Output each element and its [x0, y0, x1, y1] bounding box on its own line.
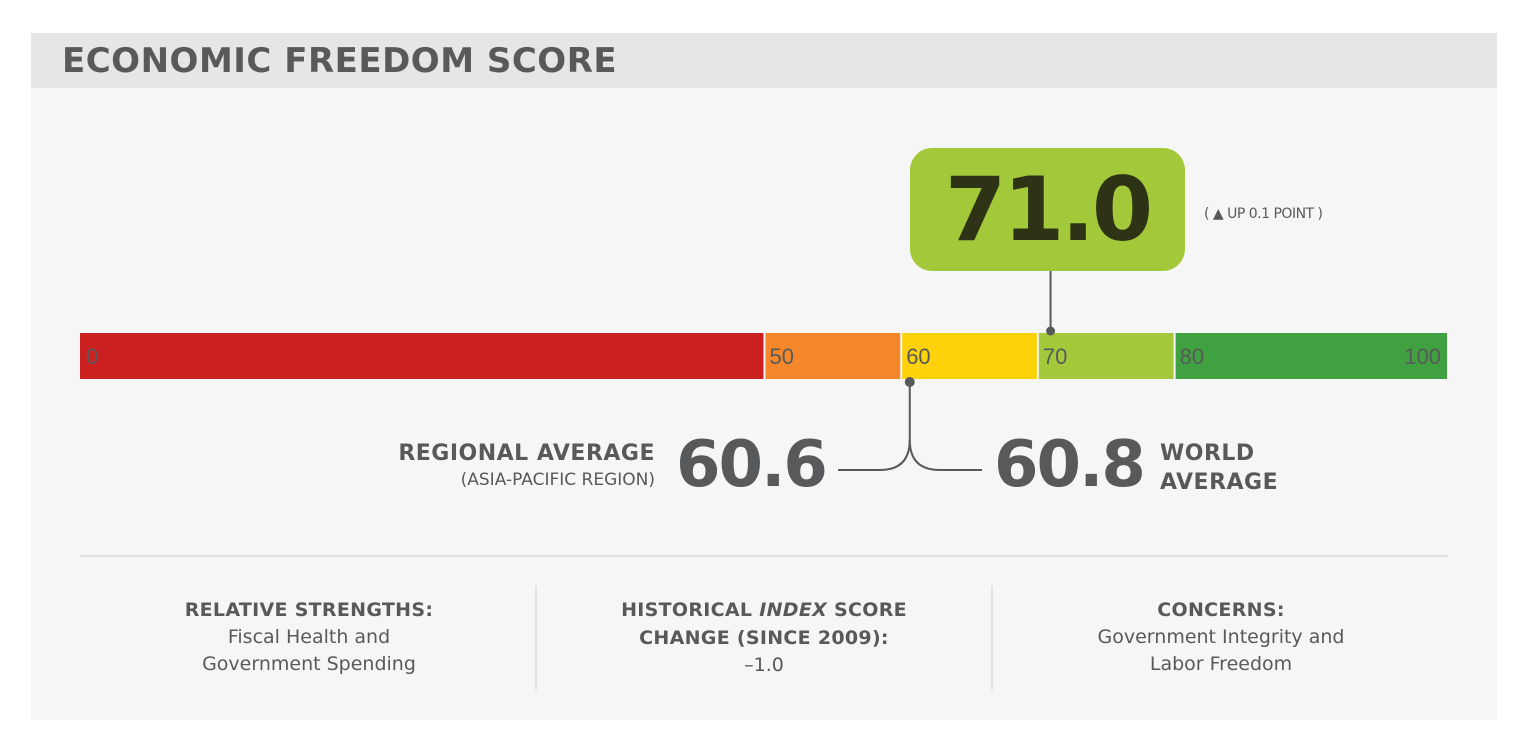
scale-tick-label: 100 — [1404, 344, 1441, 369]
scale-tick-label: 60 — [906, 344, 930, 369]
regional-average-label: REGIONAL AVERAGE — [398, 441, 655, 466]
relative-strengths-section: RELATIVE STRENGTHS: Fiscal Health and Go… — [99, 596, 519, 678]
concerns-heading: CONCERNS: — [1157, 599, 1285, 621]
scale-segment-0-50 — [80, 333, 764, 379]
world-average-label-line2: AVERAGE — [1160, 470, 1279, 495]
historical-change-section: HISTORICAL INDEX SCORE CHANGE (SINCE 200… — [554, 596, 974, 679]
world-average-value: 60.8 — [994, 428, 1146, 502]
relative-strengths-line1: Fiscal Health and — [227, 626, 391, 648]
score-change-note: ( ▲ UP 0.1 POINT ) — [1204, 206, 1323, 222]
historical-heading-italic: INDEX — [759, 599, 828, 621]
relative-strengths-line2: Government Spending — [202, 653, 416, 675]
scale-segment-80-100 — [1175, 333, 1447, 379]
historical-change-heading: HISTORICAL INDEX SCORE — [554, 596, 974, 624]
historical-change-heading-line2: CHANGE (SINCE 2009): — [639, 627, 889, 649]
regional-average-value: 60.6 — [676, 428, 828, 502]
relative-strengths-heading: RELATIVE STRENGTHS: — [184, 599, 434, 621]
regional-average-connector — [838, 382, 911, 471]
scale-tick-label: 70 — [1043, 344, 1067, 369]
score-marker-dot — [1046, 326, 1056, 336]
concerns-line2: Labor Freedom — [1149, 653, 1293, 675]
historical-heading-post: SCORE — [827, 599, 907, 621]
concerns-section: CONCERNS: Government Integrity and Labor… — [1011, 596, 1431, 678]
score-value: 71.0 — [944, 158, 1153, 261]
scale-segment-60-70 — [902, 333, 1037, 379]
page-title: ECONOMIC FREEDOM SCORE — [62, 41, 618, 81]
historical-heading-pre: HISTORICAL — [621, 599, 760, 621]
column-separator — [991, 586, 993, 690]
section-divider — [80, 555, 1448, 557]
scale-tick-label: 50 — [770, 344, 794, 369]
score-badge: 71.0 — [910, 148, 1185, 271]
historical-change-value: –1.0 — [744, 654, 784, 676]
scale-tick-label: 0 — [86, 344, 98, 369]
world-average-label-line1: WORLD — [1160, 441, 1255, 466]
scale-segment-70-80 — [1038, 333, 1174, 379]
concerns-line1: Government Integrity and — [1097, 626, 1345, 648]
header-bar: ECONOMIC FREEDOM SCORE — [31, 33, 1497, 88]
world-average-connector — [908, 439, 982, 471]
scale-tick-label: 80 — [1180, 344, 1204, 369]
scale-segment-50-60 — [765, 333, 901, 379]
column-separator — [535, 586, 537, 690]
regional-average-sublabel: (ASIA-PACIFIC REGION) — [460, 470, 655, 490]
